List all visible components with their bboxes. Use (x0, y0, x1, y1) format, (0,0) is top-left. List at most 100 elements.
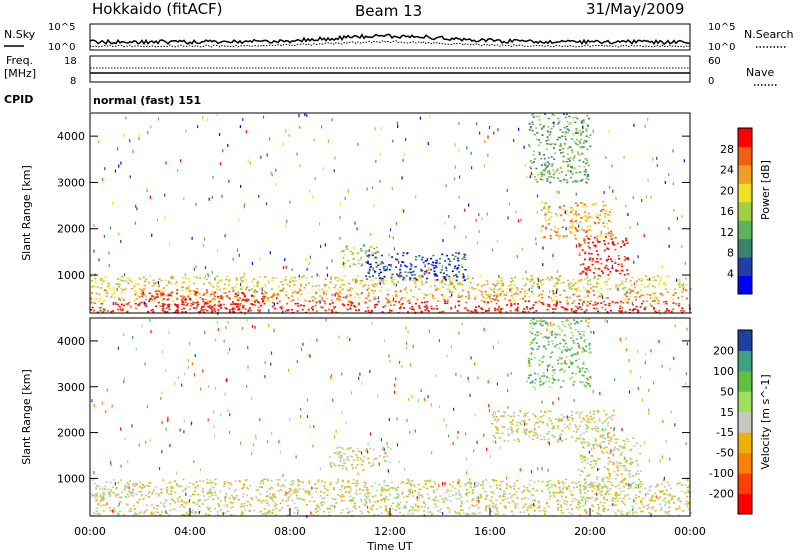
heatmap-cell (376, 500, 379, 503)
heatmap-cell (607, 268, 610, 271)
heatmap-cell (565, 125, 568, 128)
heatmap-cell (557, 136, 560, 139)
heatmap-cell (529, 352, 532, 355)
heatmap-cell (585, 288, 587, 291)
heatmap-cell (530, 319, 533, 322)
heatmap-cell (685, 283, 688, 286)
heatmap-cell (557, 177, 560, 179)
heatmap-cell (349, 307, 352, 310)
heatmap-cell (360, 250, 363, 252)
heatmap-cell (579, 146, 582, 148)
heatmap-cell (541, 179, 544, 181)
heatmap-cell (515, 287, 518, 289)
heatmap-cell (380, 271, 382, 274)
heatmap-cell (652, 157, 654, 161)
heatmap-cell (561, 171, 564, 173)
heatmap-cell (651, 506, 654, 509)
heatmap-cell (526, 489, 529, 491)
heatmap-cell (377, 251, 380, 253)
heatmap-cell (561, 440, 564, 442)
heatmap-cell (596, 213, 599, 216)
heatmap-cell (567, 158, 570, 160)
heatmap-cell (601, 478, 604, 481)
heatmap-cell (98, 307, 101, 309)
heatmap-cell (471, 504, 474, 507)
heatmap-cell (398, 506, 401, 509)
heatmap-cell (620, 480, 623, 483)
heatmap-cell (400, 482, 403, 485)
heatmap-cell (527, 361, 530, 364)
heatmap-cell (510, 281, 512, 283)
heatmap-cell (395, 295, 398, 297)
heatmap-cell (369, 263, 372, 266)
heatmap-cell (548, 134, 551, 136)
heatmap-cell (547, 223, 550, 225)
heatmap-cell (257, 281, 260, 283)
heatmap-cell (228, 298, 231, 300)
heatmap-cell (607, 219, 610, 222)
heatmap-cell (591, 260, 594, 262)
heatmap-cell (541, 490, 544, 492)
heatmap-cell (609, 221, 612, 223)
heatmap-cell (580, 134, 583, 136)
heatmap-cell (514, 309, 517, 312)
heatmap-cell (465, 296, 467, 298)
heatmap-cell (499, 294, 502, 297)
heatmap-cell (580, 411, 583, 414)
heatmap-cell (458, 283, 461, 286)
heatmap-cell (214, 298, 216, 301)
heatmap-cell (450, 282, 453, 285)
heatmap-cell (392, 502, 394, 505)
heatmap-cell (99, 309, 102, 312)
heatmap-cell (570, 220, 573, 222)
heatmap-cell (588, 322, 590, 324)
heatmap-cell (580, 320, 582, 322)
heatmap-cell (145, 509, 148, 511)
heatmap-cell (100, 283, 103, 285)
heatmap-cell (272, 509, 275, 511)
heatmap-cell (615, 461, 618, 463)
heatmap-cell (573, 310, 575, 313)
heatmap-cell (571, 335, 574, 337)
heatmap-cell (607, 258, 610, 261)
heatmap-cell (373, 305, 375, 309)
heatmap-cell (359, 280, 362, 282)
heatmap-cell (630, 289, 633, 292)
heatmap-cell (553, 496, 556, 498)
heatmap-cell (555, 299, 558, 302)
heatmap-cell (530, 347, 533, 349)
heatmap-cell (201, 306, 203, 308)
heatmap-cell (549, 491, 551, 493)
heatmap-cell (575, 373, 578, 375)
colorbar-tick-label: 16 (720, 205, 734, 218)
heatmap-cell (564, 496, 567, 498)
heatmap-cell (490, 300, 493, 303)
heatmap-cell (532, 348, 534, 351)
heatmap-cell (541, 201, 544, 203)
heatmap-cell (582, 485, 585, 487)
heatmap-cell (472, 311, 475, 313)
heatmap-cell (510, 305, 513, 307)
heatmap-cell (616, 301, 619, 304)
heatmap-cell (466, 146, 468, 150)
heatmap-cell (217, 295, 219, 298)
heatmap-cell (457, 511, 460, 514)
heatmap-cell (138, 296, 141, 298)
heatmap-cell (131, 484, 134, 486)
heatmap-cell (210, 481, 212, 484)
heatmap-cell (403, 209, 405, 213)
heatmap-cell (149, 195, 151, 199)
heatmap-cell (682, 510, 685, 512)
heatmap-cell (419, 277, 422, 280)
heatmap-cell (402, 158, 404, 162)
heatmap-cell (659, 491, 662, 493)
heatmap-cell (467, 275, 470, 277)
heatmap-cell (450, 490, 453, 492)
heatmap-cell (460, 496, 463, 498)
heatmap-cell (470, 310, 473, 313)
heatmap-cell (653, 300, 656, 302)
heatmap-cell (594, 463, 597, 465)
heatmap-cell (596, 476, 599, 478)
heatmap-cell (651, 292, 654, 294)
heatmap-cell (475, 499, 478, 502)
